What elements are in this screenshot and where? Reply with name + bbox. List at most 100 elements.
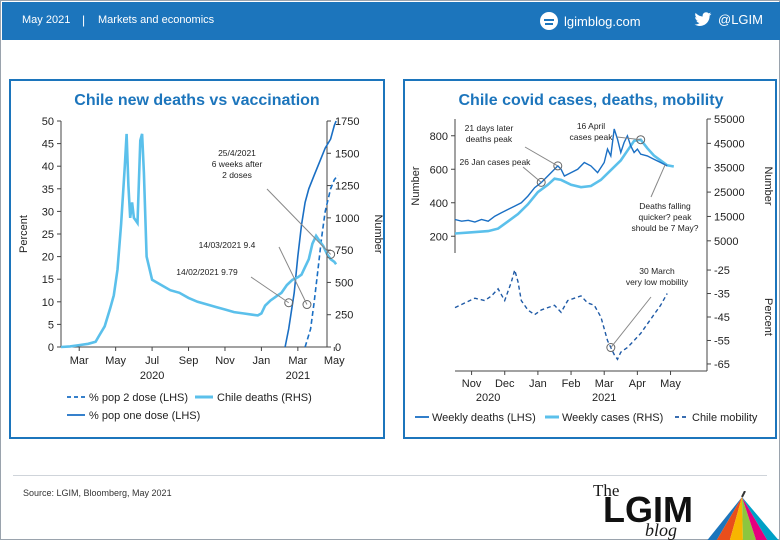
x-tick-label: Jan [253,355,271,367]
x-tick-label: Feb [562,378,581,390]
y2-tick-label: 1500 [335,148,359,160]
legend-label: Chile mobility [692,412,758,424]
y2-tick-label: 750 [335,245,353,257]
annotation-text: 14/02/2021 9.79 [176,267,238,277]
series-line-1 [284,120,337,348]
umbrella-icon [707,491,779,540]
footer-divider [13,475,767,476]
bird-icon [694,12,712,26]
x-tick-label: Mar [595,378,614,390]
x-tick-label: Mar [288,355,307,367]
y-tick-label: 20 [42,252,54,264]
annotation-text: 21 days later [465,123,514,133]
y-tick-label: 400 [430,198,448,210]
annotation-text: 2 doses [222,170,252,180]
year-label: 2020 [476,392,500,404]
chart-title: Chile covid cases, deaths, mobility [459,92,724,109]
left-chart: Chile new deaths vs vaccination051015202… [18,92,383,422]
y-tick-label: 40 [42,161,54,173]
annotation-marker [326,249,336,259]
annotation-marker [606,343,616,353]
annotation-leader [522,166,542,183]
y2-tick-label: 1000 [335,213,359,225]
y-tick-label: 5 [48,319,54,331]
y-axis-title: Number [410,166,422,205]
y-tick-label: 15 [42,274,54,286]
annotation-marker [553,161,563,171]
y2-axis-title: Number [372,214,383,253]
annotation-text: should be 7 May? [631,223,698,233]
site-link[interactable]: lgimblog.com [540,12,641,30]
annotation-text: 30 March [639,266,675,276]
legend-label: Weekly deaths (LHS) [432,412,536,424]
x-tick-label: Sep [179,355,199,367]
annotation-text: deaths peak [466,134,513,144]
y2-tick-label: 1750 [335,116,359,128]
y3-tick-label: -25 [714,265,730,277]
y-tick-label: 0 [48,342,54,354]
series-line-0 [304,174,339,348]
annotation-text: 26 Jan cases peak [460,157,532,167]
annotation-leader [266,188,332,255]
annotation-text: 6 weeks after [212,159,263,169]
annotation-text: Deaths falling [639,201,691,211]
legend-label: Chile deaths (RHS) [217,392,312,404]
x-tick-label: May [660,378,681,390]
source-note: Source: LGIM, Bloomberg, May 2021 [23,488,172,498]
annotation-leader [616,136,641,141]
annotation-text: 16 April [577,121,605,131]
globe-icon [540,12,558,30]
twitter-label: @LGIM [718,12,763,27]
legend-label: Weekly cases (RHS) [562,412,663,424]
header-separator: | [82,13,86,27]
year-label: 2021 [592,392,616,404]
y2-tick-label: 1250 [335,181,359,193]
y-tick-label: 200 [430,231,448,243]
y-tick-label: 45 [42,139,54,151]
header-section-link[interactable]: Markets and economics [98,14,215,26]
y2-tick-label: 35000 [714,163,745,175]
y3-tick-label: -45 [714,312,730,324]
y3-tick-label: -65 [714,359,730,371]
y-tick-label: 50 [42,116,54,128]
x-tick-label: Nov [462,378,482,390]
y2-tick-label: 500 [335,277,353,289]
annotation-text: 14/03/2021 9.4 [199,240,256,250]
x-tick-label: May [105,355,126,367]
y-tick-label: 10 [42,297,54,309]
legend-label: % pop one dose (LHS) [89,410,200,422]
x-tick-label: May [324,355,345,367]
legend-label: % pop 2 dose (LHS) [89,392,188,404]
site-label: lgimblog.com [564,13,641,29]
logo-the: The [593,481,620,500]
x-tick-label: Apr [629,378,646,390]
y2-tick-label: 25000 [714,187,745,199]
annotation-marker [536,177,546,187]
y2-tick-label: 45000 [714,138,745,150]
annotation-text: cases peak [570,132,614,142]
annotation-leader [650,164,666,198]
lgim-blog-logo[interactable]: The LGIM blog [593,481,780,540]
x-tick-label: Mar [70,355,89,367]
annotation-text: quicker? peak [639,212,693,222]
series-line-0 [454,128,668,223]
annotation-leader [278,246,308,305]
x-tick-label: Jul [145,355,159,367]
annotation-leader [250,276,290,304]
right-chart: Chile covid cases, deaths, mobility 200 40… [410,92,774,424]
x-tick-label: Nov [215,355,235,367]
right-chart-panel: Chile covid cases, deaths, mobility 200 40… [403,79,777,439]
y2-tick-label: 250 [335,310,353,322]
y-tick-label: 800 [430,131,448,143]
year-label: 2020 [140,370,164,382]
annotation-text: very low mobility [626,277,689,287]
logo-brand: LGIM [603,489,693,530]
twitter-link[interactable]: @LGIM [694,12,763,27]
annotation-text: 25/4/2021 [218,148,256,158]
left-chart-panel: Chile new deaths vs vaccination 0 5 10 15 20 2… [9,79,385,439]
y3-axis-title: Percent [762,298,774,336]
series-line-1 [454,138,675,235]
y3-tick-label: -35 [714,289,730,301]
y3-tick-label: -55 [714,335,730,347]
